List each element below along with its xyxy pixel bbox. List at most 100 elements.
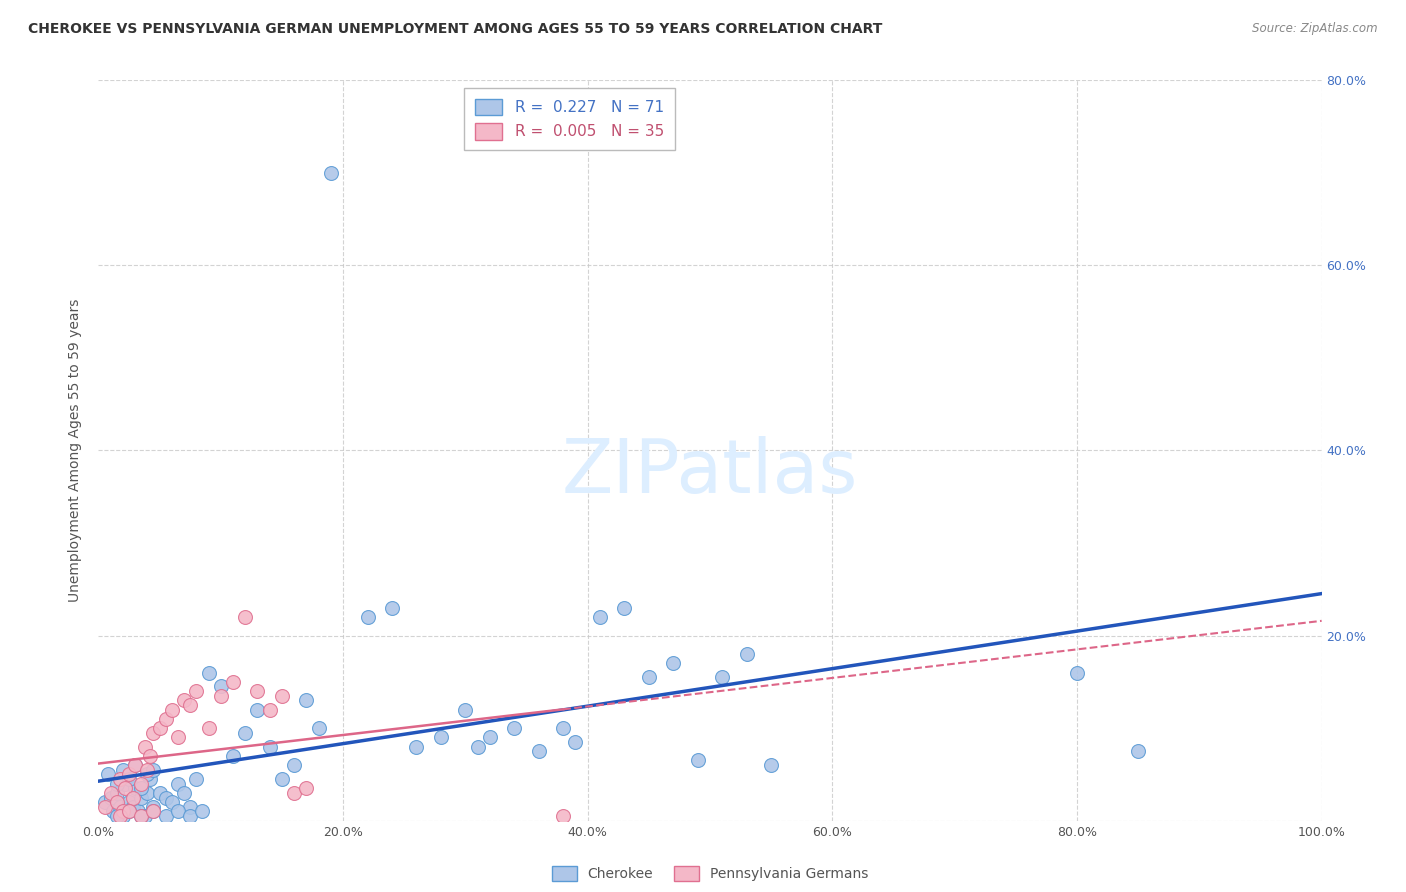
Point — [503, 721, 526, 735]
Point — [167, 776, 190, 791]
Legend: Cherokee, Pennsylvania Germans: Cherokee, Pennsylvania Germans — [544, 859, 876, 888]
Point — [105, 795, 128, 809]
Point — [405, 739, 427, 754]
Point — [111, 809, 134, 823]
Point — [155, 809, 177, 823]
Point — [197, 721, 219, 735]
Point — [553, 809, 575, 823]
Point — [179, 799, 201, 814]
Point — [553, 721, 575, 735]
Point — [129, 776, 152, 791]
Point — [222, 748, 245, 763]
Point — [105, 786, 128, 800]
Point — [118, 772, 141, 786]
Point — [105, 776, 128, 791]
Point — [142, 725, 165, 739]
Point — [155, 712, 177, 726]
Point — [136, 786, 159, 800]
Point — [209, 680, 232, 694]
Point — [129, 790, 152, 805]
Point — [283, 758, 305, 772]
Point — [124, 781, 146, 796]
Point — [246, 684, 269, 698]
Point — [121, 799, 143, 814]
Point — [246, 703, 269, 717]
Text: ZIPatlas: ZIPatlas — [562, 436, 858, 509]
Point — [129, 781, 152, 796]
Point — [121, 790, 143, 805]
Point — [114, 776, 136, 791]
Point — [270, 689, 294, 703]
Point — [139, 748, 162, 763]
Point — [259, 703, 281, 717]
Point — [142, 763, 165, 777]
Point — [167, 731, 190, 745]
Point — [209, 689, 232, 703]
Point — [139, 772, 162, 786]
Point — [197, 665, 219, 680]
Point — [179, 809, 201, 823]
Point — [186, 772, 208, 786]
Point — [155, 790, 177, 805]
Point — [173, 693, 195, 707]
Point — [160, 795, 183, 809]
Point — [100, 786, 122, 800]
Point — [114, 781, 136, 796]
Point — [711, 670, 734, 684]
Point — [564, 735, 586, 749]
Point — [134, 809, 156, 823]
Point — [478, 731, 501, 745]
Point — [100, 790, 122, 805]
Point — [662, 657, 685, 671]
Point — [142, 805, 165, 819]
Point — [270, 772, 294, 786]
Point — [93, 795, 115, 809]
Point — [134, 739, 156, 754]
Point — [118, 767, 141, 781]
Point — [381, 600, 404, 615]
Point — [93, 799, 115, 814]
Point — [356, 610, 378, 624]
Point — [118, 805, 141, 819]
Point — [735, 647, 758, 661]
Point — [136, 763, 159, 777]
Point — [295, 781, 318, 796]
Text: CHEROKEE VS PENNSYLVANIA GERMAN UNEMPLOYMENT AMONG AGES 55 TO 59 YEARS CORRELATI: CHEROKEE VS PENNSYLVANIA GERMAN UNEMPLOY… — [28, 22, 883, 37]
Point — [179, 698, 201, 712]
Point — [110, 772, 132, 786]
Point — [149, 786, 172, 800]
Point — [118, 795, 141, 809]
Point — [105, 809, 128, 823]
Point — [761, 758, 783, 772]
Point — [167, 805, 190, 819]
Point — [97, 767, 120, 781]
Point — [118, 805, 141, 819]
Point — [173, 786, 195, 800]
Point — [454, 703, 477, 717]
Point — [129, 809, 152, 823]
Point — [1066, 665, 1088, 680]
Point — [101, 805, 124, 819]
Point — [124, 758, 146, 772]
Point — [191, 805, 214, 819]
Point — [589, 610, 612, 624]
Point — [283, 786, 305, 800]
Point — [467, 739, 489, 754]
Point — [686, 754, 709, 768]
Point — [638, 670, 661, 684]
Point — [1128, 744, 1150, 758]
Point — [186, 684, 208, 698]
Y-axis label: Unemployment Among Ages 55 to 59 years: Unemployment Among Ages 55 to 59 years — [69, 299, 83, 602]
Point — [613, 600, 636, 615]
Point — [259, 739, 281, 754]
Point — [110, 799, 132, 814]
Point — [160, 703, 183, 717]
Point — [149, 721, 172, 735]
Point — [111, 805, 134, 819]
Point — [308, 721, 330, 735]
Point — [129, 809, 152, 823]
Point — [124, 758, 146, 772]
Point — [233, 725, 256, 739]
Point — [127, 805, 149, 819]
Point — [111, 763, 134, 777]
